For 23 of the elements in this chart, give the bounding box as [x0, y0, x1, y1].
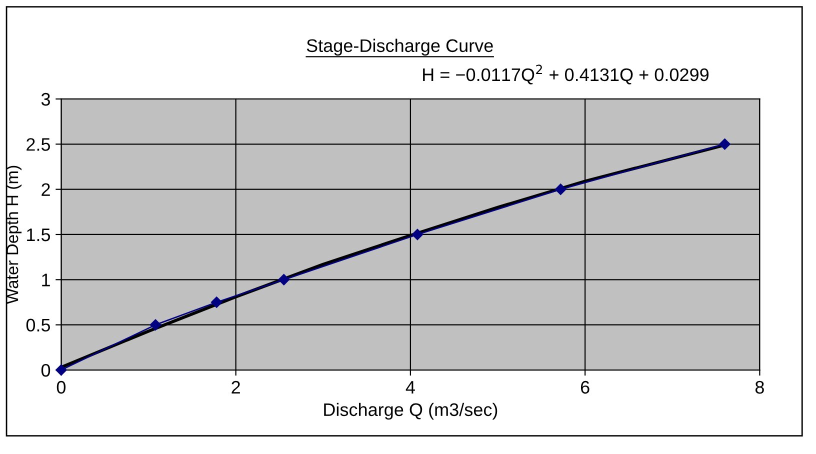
point [555, 184, 566, 195]
y-tick-label: 1 [42, 274, 50, 286]
text: H = −0.0117Q$^{2}$ + 0.4131Q + 0.0299 [423, 64, 709, 84]
point [211, 296, 222, 308]
x-tick-label: 6 [580, 380, 590, 394]
x-tick-label: 0 [56, 380, 66, 394]
x-tick-label: 4 [406, 381, 415, 394]
y-tick-label: 1.5 [27, 228, 50, 242]
y-tick-label: 2.5 [26, 138, 50, 151]
point [278, 274, 290, 286]
x-tick-label: 8 [755, 380, 764, 394]
x-tick-label: 2 [232, 380, 240, 394]
y-tick-label: 0.5 [26, 318, 50, 332]
y-tick-label: 3 [41, 92, 50, 106]
point [412, 228, 424, 240]
point [150, 319, 162, 330]
x-axis-title: Discharge Q (m3/sec) [324, 402, 498, 420]
chart-title: Stage-Discharge Curve [306, 38, 493, 56]
y-tick-label: 0 [41, 364, 50, 377]
point [719, 138, 730, 150]
y-axis-title: Water Depth H (m) [6, 166, 22, 304]
y-tick-label: 2 [42, 183, 50, 196]
point [56, 364, 67, 376]
